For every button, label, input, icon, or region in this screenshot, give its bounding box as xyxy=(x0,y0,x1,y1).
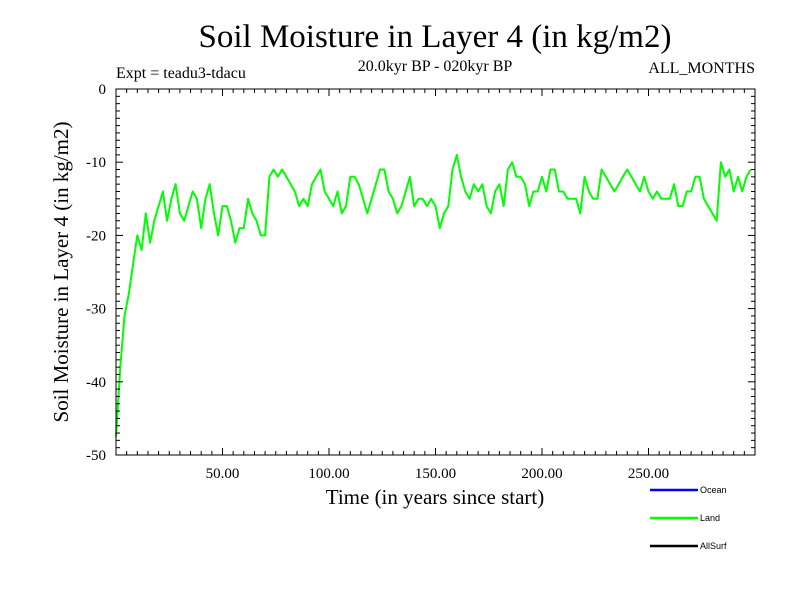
y-tick-label: -40 xyxy=(86,375,106,391)
plot-frame xyxy=(115,88,756,456)
x-tick-labels: 50.00 100.00 150.00 200.00 250.00 xyxy=(206,466,670,482)
x-tick-label: 200.00 xyxy=(521,466,562,482)
legend-label-allsurf: AllSurf xyxy=(700,541,727,551)
series-line-land xyxy=(115,153,752,437)
chart-title: Soil Moisture in Layer 4 (in kg/m2) xyxy=(199,19,672,55)
axis-ticks xyxy=(116,88,755,456)
y-tick-label: -30 xyxy=(86,302,106,318)
expt-label: Expt = teadu3-tdacu xyxy=(116,65,246,82)
plot-content xyxy=(115,153,752,437)
legend: Ocean Land AllSurf xyxy=(650,485,727,551)
chart-subtitle: 20.0kyr BP - 020kyr BP xyxy=(358,58,513,75)
legend-label-land: Land xyxy=(700,513,720,523)
x-tick-label: 250.00 xyxy=(628,466,669,482)
y-tick-label: -50 xyxy=(86,448,106,464)
legend-label-ocean: Ocean xyxy=(700,485,727,495)
months-label: ALL_MONTHS xyxy=(648,60,755,77)
x-tick-label: 100.00 xyxy=(308,466,349,482)
y-tick-label: -10 xyxy=(86,155,106,171)
y-tick-label: 0 xyxy=(99,82,107,98)
x-tick-label: 50.00 xyxy=(206,466,240,482)
y-tick-labels: 0 -10 -20 -30 -40 -50 xyxy=(86,82,106,464)
y-tick-label: -20 xyxy=(86,228,106,244)
x-tick-label: 150.00 xyxy=(415,466,456,482)
y-axis-label: Soil Moisture in Layer 4 (in kg/m2) xyxy=(49,122,73,423)
x-axis-label: Time (in years since start) xyxy=(326,485,545,509)
